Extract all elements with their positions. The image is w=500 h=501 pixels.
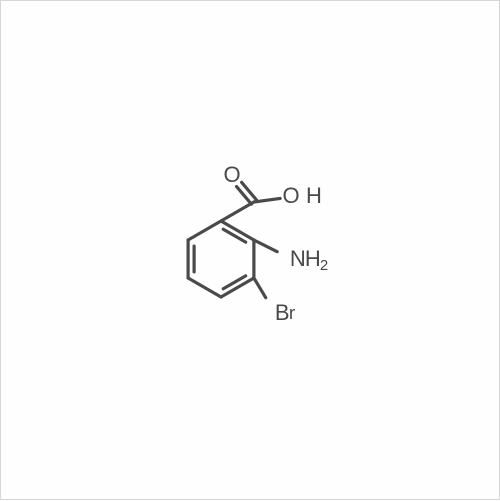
atom-label-nh2-n: N <box>290 246 306 271</box>
atom-label-oh-o: O <box>282 183 299 208</box>
bond <box>188 278 221 297</box>
bond <box>254 278 266 298</box>
atom-label-br-r: r <box>289 302 295 323</box>
canvas: OOHNH2Br <box>0 0 500 500</box>
atom-label-o-double: O <box>223 162 240 187</box>
bond <box>254 240 277 252</box>
atom-label-oh-h: H <box>306 183 322 208</box>
molecule-diagram: OOHNH2Br <box>1 1 500 501</box>
bond <box>221 202 254 221</box>
bond <box>223 276 245 289</box>
bond <box>254 198 280 202</box>
bond <box>223 229 245 242</box>
atom-label-br-b: B <box>275 300 290 325</box>
atom-label-nh2-sub: 2 <box>320 257 328 274</box>
bond <box>188 221 221 240</box>
atom-label-nh2-h: H <box>305 246 321 271</box>
